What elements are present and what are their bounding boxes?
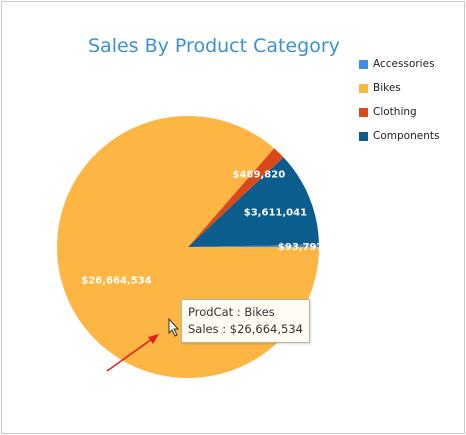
legend-label-accessories: Accessories <box>373 58 435 70</box>
legend-item-accessories[interactable]: Accessories <box>359 52 439 76</box>
legend-swatch-components <box>359 131 368 141</box>
legend-item-components[interactable]: Components <box>359 124 439 148</box>
data-label-components: $3,611,041 <box>244 207 307 218</box>
data-label-accessories: $93,797 <box>278 242 324 253</box>
chart-tooltip: ProdCat : Bikes Sales : $26,664,534 <box>181 299 310 343</box>
legend: Accessories Bikes Clothing Components <box>359 52 439 148</box>
data-label-clothing: $489,820 <box>233 169 286 180</box>
legend-label-clothing: Clothing <box>373 106 417 118</box>
pie-slice-components[interactable] <box>188 157 319 247</box>
pie-slice-clothing[interactable] <box>188 148 284 247</box>
tooltip-value: Sales : $26,664,534 <box>188 322 303 336</box>
legend-label-components: Components <box>373 130 440 142</box>
legend-swatch-clothing <box>359 107 368 117</box>
mouse-cursor-icon <box>168 317 180 337</box>
legend-swatch-bikes <box>359 83 368 93</box>
tooltip-category: ProdCat : Bikes <box>188 305 275 319</box>
pie-slice-accessories[interactable] <box>188 244 320 248</box>
data-label-bikes: $26,664,534 <box>81 276 151 287</box>
legend-item-clothing[interactable]: Clothing <box>359 100 439 124</box>
legend-swatch-accessories <box>359 59 368 69</box>
legend-label-bikes: Bikes <box>373 82 401 94</box>
chart-title: Sales By Product Category <box>88 35 340 57</box>
pointer-arrow <box>106 334 159 372</box>
legend-item-bikes[interactable]: Bikes <box>359 76 439 100</box>
